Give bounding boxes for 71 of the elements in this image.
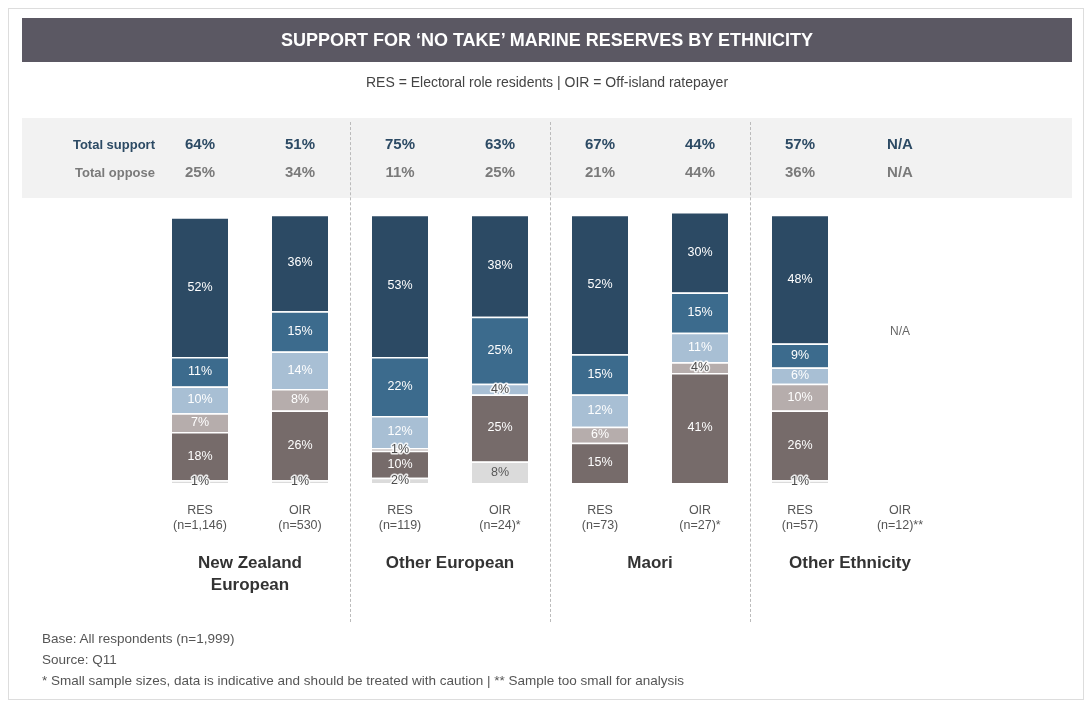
text: 44%	[684, 135, 716, 153]
text: 34%	[284, 163, 316, 181]
data-label: 52%	[187, 279, 213, 294]
data-label: 8%	[290, 392, 310, 407]
text: Total oppose	[75, 164, 155, 180]
text: 67%	[584, 135, 616, 153]
data-label: 15%	[587, 455, 613, 470]
data-label: 12%	[387, 424, 413, 439]
data-label: 4%	[490, 381, 510, 396]
data-label: 10%	[187, 392, 213, 407]
data-label: 12%	[587, 403, 613, 418]
text: * Small sample sizes, data is indicative and should be treated with caution | ** Sample too small for analysis	[42, 672, 685, 690]
data-label: 4%	[690, 360, 710, 375]
text: Other European	[385, 552, 515, 572]
data-label: 26%	[287, 437, 313, 452]
data-label: 36%	[287, 255, 313, 270]
data-label: 18%	[187, 448, 213, 463]
data-label: 8%	[490, 464, 510, 479]
text: Other Ethnicity	[789, 552, 912, 572]
data-label: 25%	[487, 342, 513, 357]
data-label: 26%	[787, 437, 813, 452]
data-label: 7%	[190, 415, 210, 430]
data-label: 2%	[390, 472, 410, 487]
data-label: 14%	[287, 362, 313, 377]
data-label: 53%	[387, 278, 413, 293]
text: N/A	[887, 135, 914, 153]
x-tick-label: OIR (n=24)*	[479, 502, 521, 532]
text: 51%	[284, 135, 316, 153]
data-label: 10%	[787, 389, 813, 404]
data-label: 41%	[687, 420, 713, 435]
text: Maori	[627, 552, 673, 572]
data-label: 48%	[787, 271, 813, 286]
data-label: 15%	[587, 366, 613, 381]
text: 64%	[184, 135, 216, 153]
data-label: 15%	[287, 323, 313, 338]
text: 75%	[384, 135, 416, 153]
text: Base: All respondents (n=1,999)	[42, 630, 236, 648]
x-tick-label: OIR (n=27)*	[679, 502, 721, 532]
data-label: 10%	[387, 456, 413, 471]
data-label: 52%	[587, 276, 613, 291]
text: 25%	[184, 163, 216, 181]
data-label: 9%	[790, 348, 810, 362]
data-label: 25%	[487, 420, 513, 435]
chart-subtitle: RES = Electoral role residents | OIR = Off-island ratepayer	[364, 74, 730, 90]
data-label: 11%	[187, 364, 213, 379]
data-label: 38%	[487, 258, 513, 273]
data-label: 22%	[387, 378, 413, 393]
x-tick-label: RES (n=57)	[781, 502, 819, 532]
text: 11%	[385, 163, 415, 181]
chart-title: SUPPORT FOR ‘NO TAKE’ MARINE RESERVES BY ETHNICITY	[22, 18, 1072, 62]
text: 63%	[484, 135, 516, 153]
x-tick-label: OIR (n=12)**	[876, 502, 924, 532]
text: 36%	[784, 163, 816, 181]
data-label: 6%	[790, 368, 810, 383]
text: N/A	[887, 163, 914, 181]
x-tick-label: RES (n=73)	[581, 502, 619, 532]
text: 25%	[484, 163, 516, 181]
x-tick-label: OIR (n=530)	[278, 502, 322, 532]
source-note: Source: Q11	[42, 651, 118, 669]
x-tick-label: RES (n=1,146)	[173, 502, 227, 532]
text: New Zealand European	[198, 552, 302, 594]
data-label: 15%	[687, 305, 713, 320]
data-label: 11%	[687, 339, 713, 354]
x-tick-label: RES (n=119)	[378, 502, 422, 532]
data-label: 6%	[590, 427, 610, 442]
text: 57%	[784, 135, 816, 153]
text: 21%	[584, 163, 616, 181]
text: 44%	[684, 163, 716, 181]
text: Total support	[72, 136, 156, 152]
data-label: 30%	[687, 244, 713, 259]
annotation: N/A	[889, 323, 911, 338]
